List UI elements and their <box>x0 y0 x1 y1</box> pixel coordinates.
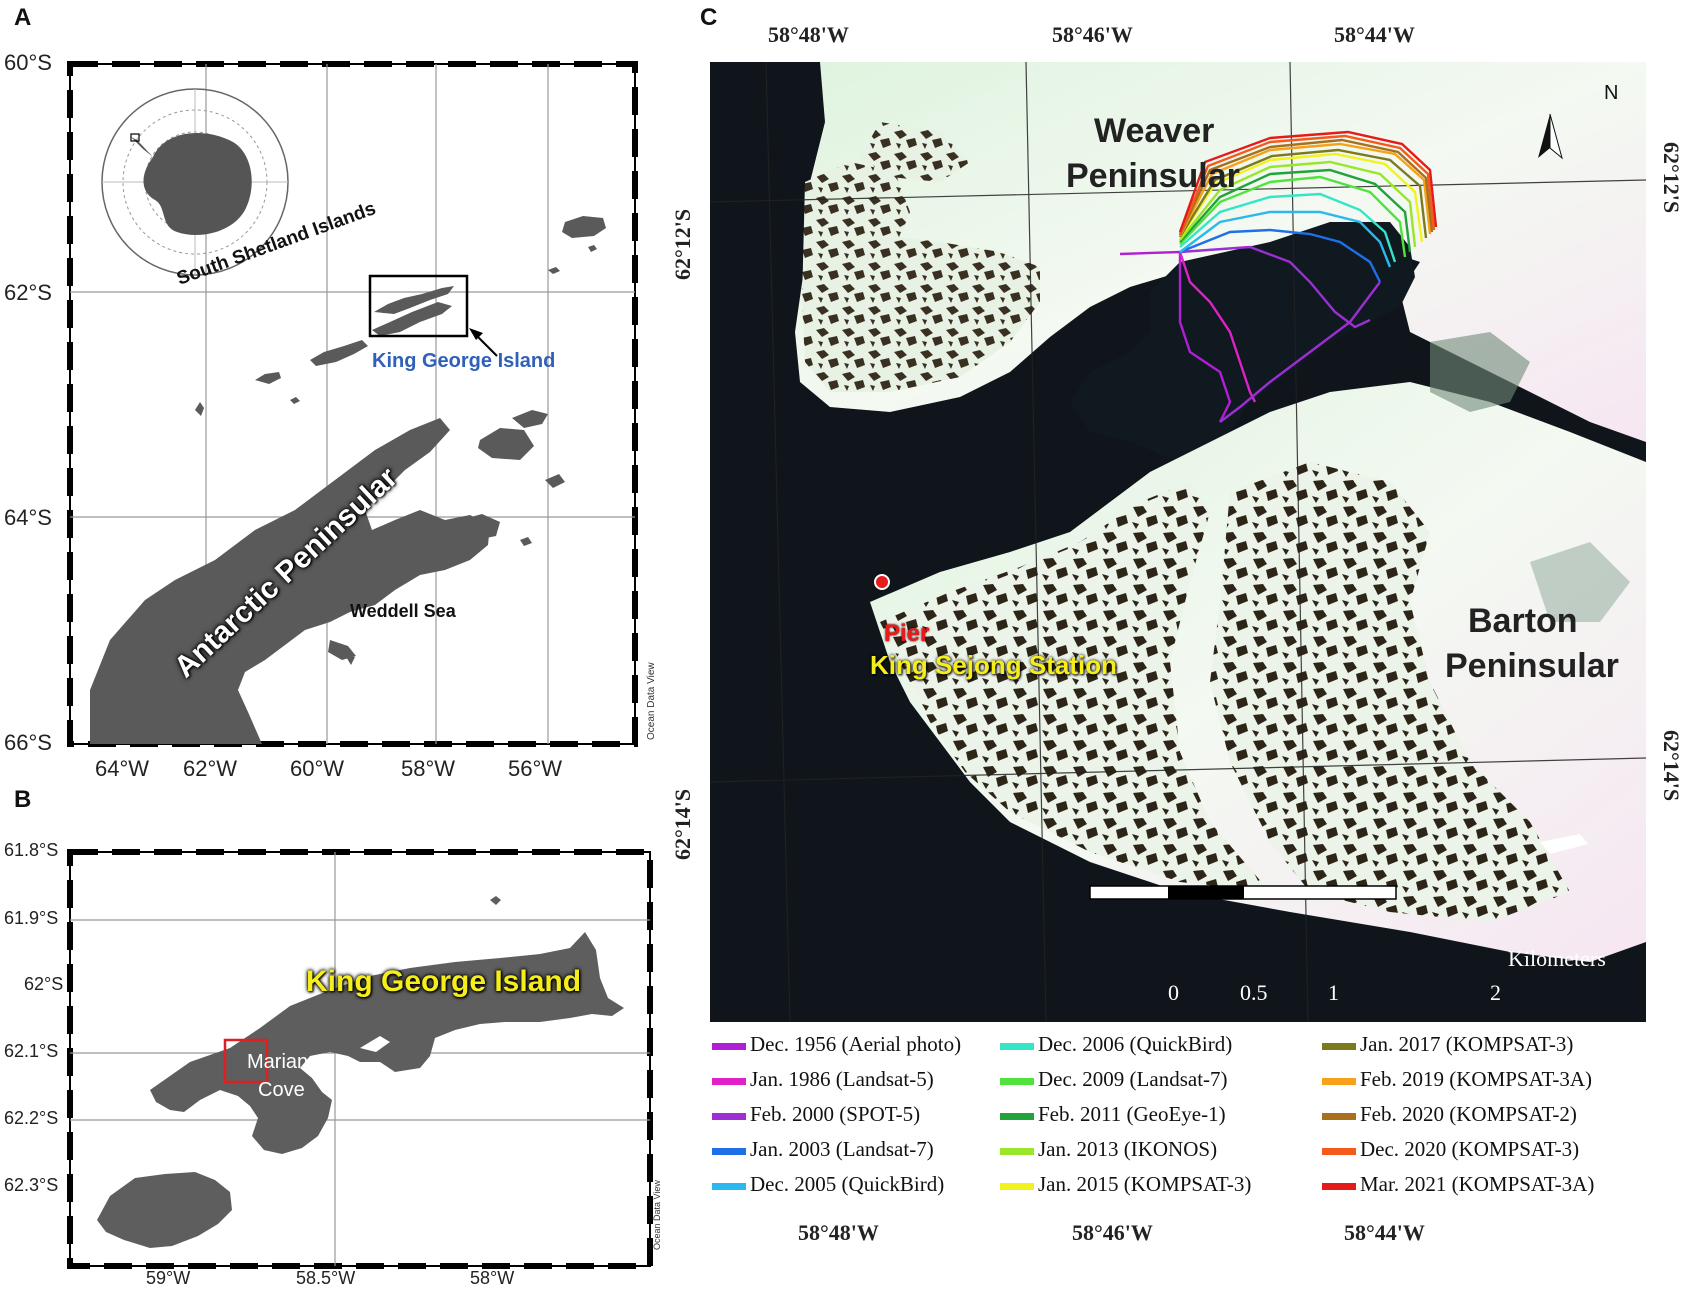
legend-item: Mar. 2021 (KOMPSAT-3A) <box>1322 1172 1594 1197</box>
a-lon-60: 60°W <box>290 756 345 781</box>
c-label-weaver-peninsular: Peninsular <box>1066 157 1240 195</box>
c-lat-left-12: 62°12'S <box>670 208 695 280</box>
legend-item: Jan. 1986 (Landsat-5) <box>712 1067 934 1092</box>
b-lat-62: 62°S <box>24 974 64 994</box>
a-label-king-george: King George Island <box>372 350 556 372</box>
c-lat-left-14: 62°14'S <box>670 788 695 860</box>
c-bottom-lon-44: 58°44'W <box>1344 1220 1425 1245</box>
c-label-barton: Barton <box>1468 602 1578 640</box>
legend-swatch <box>1322 1112 1356 1120</box>
a-lon-56: 56°W <box>508 756 563 781</box>
legend-swatch <box>712 1077 746 1085</box>
legend-swatch <box>1000 1077 1034 1085</box>
panel-a-map <box>67 61 638 747</box>
b-credit: Ocean Data View <box>652 1180 662 1250</box>
c-top-lon-48: 58°48'W <box>768 22 849 47</box>
legend-item: Jan. 2017 (KOMPSAT-3) <box>1322 1032 1573 1057</box>
legend-item: Dec. 2006 (QuickBird) <box>1000 1032 1232 1057</box>
legend-swatch <box>712 1042 746 1050</box>
c-bottom-lon-48: 58°48'W <box>798 1220 879 1245</box>
c-bottom-lon-46: 58°46'W <box>1072 1220 1153 1245</box>
legend-item: Dec. 2009 (Landsat-7) <box>1000 1067 1228 1092</box>
a-label-weddell-sea: Weddell Sea <box>350 601 456 621</box>
legend-item: Dec. 1956 (Aerial photo) <box>712 1032 961 1057</box>
c-top-lon-44: 58°44'W <box>1334 22 1415 47</box>
panel-b-map <box>67 849 653 1269</box>
b-lat-62.1: 62.1°S <box>4 1041 59 1061</box>
panel-b-label: B <box>14 786 32 813</box>
legend-item: Dec. 2020 (KOMPSAT-3) <box>1322 1137 1579 1162</box>
panel-a-label: A <box>14 4 32 31</box>
c-lat-right-12: 62°12'S <box>1659 142 1684 214</box>
satellite-image <box>710 62 1646 1022</box>
a-lon-62: 62°W <box>183 756 238 781</box>
c-scale-unit: Kilometers <box>1508 946 1606 971</box>
legend-swatch <box>712 1182 746 1190</box>
a-lat-60: 60°S <box>4 50 52 75</box>
b-lon-59: 59°W <box>146 1268 191 1288</box>
c-top-lon-46: 58°46'W <box>1052 22 1133 47</box>
legend-swatch <box>1322 1147 1356 1155</box>
c-label-barton-peninsular: Peninsular <box>1445 647 1619 685</box>
panel-c-label: C <box>700 4 718 31</box>
legend-swatch <box>1000 1147 1034 1155</box>
c-label-weaver: Weaver <box>1094 112 1215 150</box>
legend-item: Feb. 2011 (GeoEye-1) <box>1000 1102 1226 1127</box>
c-scale-tick-05: 0.5 <box>1240 980 1268 1005</box>
legend-swatch <box>712 1147 746 1155</box>
b-label-king-george: King George Island <box>306 965 582 998</box>
c-lat-right-14: 62°14'S <box>1659 730 1684 802</box>
b-lat-61.8: 61.8°S <box>4 840 59 860</box>
b-label-marian: Marian <box>247 1051 309 1073</box>
north-arrow-icon <box>1538 113 1563 160</box>
legend-swatch <box>1322 1077 1356 1085</box>
legend-item: Jan. 2003 (Landsat-7) <box>712 1137 934 1162</box>
legend-item: Jan. 2015 (KOMPSAT-3) <box>1000 1172 1251 1197</box>
legend-item: Feb. 2019 (KOMPSAT-3A) <box>1322 1067 1592 1092</box>
b-lat-62.2: 62.2°S <box>4 1108 59 1128</box>
c-label-station: King Sejong Station <box>870 650 1117 680</box>
legend-item: Feb. 2020 (KOMPSAT-2) <box>1322 1102 1577 1127</box>
c-scale-tick-0: 0 <box>1168 980 1179 1005</box>
legend-item: Jan. 2013 (IKONOS) <box>1000 1137 1217 1162</box>
b-lon-58.5: 58.5°W <box>296 1268 356 1288</box>
b-lon-58: 58°W <box>470 1268 515 1288</box>
a-credit: Ocean Data View <box>646 662 657 740</box>
b-lat-61.9: 61.9°S <box>4 908 59 928</box>
legend-swatch <box>1322 1182 1356 1190</box>
legend-swatch <box>1000 1112 1034 1120</box>
c-label-pier: Pier <box>884 620 930 647</box>
c-scale-tick-2: 2 <box>1490 980 1501 1005</box>
legend: Dec. 1956 (Aerial photo) Jan. 1986 (Land… <box>710 1022 1646 1212</box>
scale-bar <box>1089 885 1397 900</box>
b-label-cove: Cove <box>258 1079 305 1101</box>
a-lat-66: 66°S <box>4 730 52 755</box>
antarctica-inset <box>101 88 289 276</box>
c-north-label: N <box>1604 82 1619 104</box>
c-scale-tick-1: 1 <box>1328 980 1339 1005</box>
a-lon-58: 58°W <box>401 756 456 781</box>
b-lat-62.3: 62.3°S <box>4 1175 59 1195</box>
legend-item: Feb. 2000 (SPOT-5) <box>712 1102 920 1127</box>
a-lat-64: 64°S <box>4 505 52 530</box>
legend-item: Dec. 2005 (QuickBird) <box>712 1172 944 1197</box>
a-lat-62: 62°S <box>4 280 52 305</box>
legend-swatch <box>1000 1182 1034 1190</box>
legend-swatch <box>1322 1042 1356 1050</box>
legend-swatch <box>1000 1042 1034 1050</box>
a-lon-64: 64°W <box>95 756 150 781</box>
legend-swatch <box>712 1112 746 1120</box>
